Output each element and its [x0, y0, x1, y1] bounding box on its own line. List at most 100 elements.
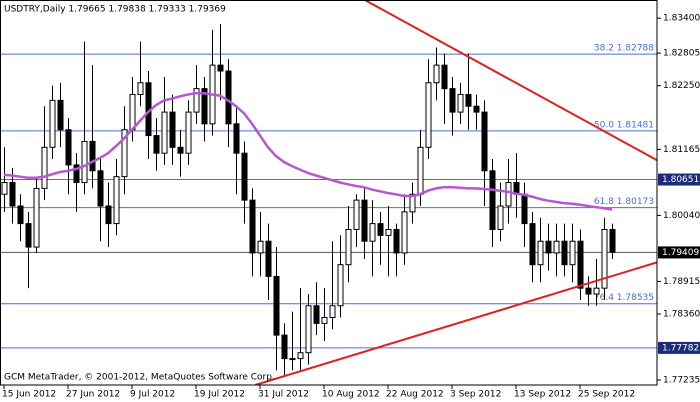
fibo-label: 38.2 1.82788 — [594, 44, 654, 54]
candle-body — [393, 228, 400, 254]
y-tick-label: 1.78915 — [663, 277, 700, 287]
trendline — [364, 0, 657, 162]
candle-body — [473, 105, 480, 113]
candle-body — [297, 352, 304, 360]
candle-body — [489, 170, 496, 230]
candle-body — [545, 240, 552, 254]
candle-body — [369, 223, 376, 242]
y-tick-label: 1.78360 — [663, 309, 700, 319]
y-tick-label: 1.81165 — [663, 145, 700, 155]
candle-body — [65, 129, 72, 166]
candle-body — [129, 93, 136, 131]
candle-body — [257, 240, 264, 254]
chart-title: USDTRY,Daily 1.79665 1.79838 1.79333 1.7… — [4, 5, 226, 15]
price-box — [658, 341, 700, 354]
candle-body — [121, 129, 128, 178]
candle-body — [417, 146, 424, 195]
fibo-label: 76.4 1.78535 — [594, 293, 654, 303]
y-tick-label: 1.77235 — [663, 376, 700, 386]
candle-body — [449, 88, 456, 113]
x-tick-label: 13 Sep 2012 — [514, 390, 571, 400]
candle-body — [81, 140, 88, 184]
y-tick-label: 1.80040 — [663, 211, 700, 221]
candle-body — [9, 182, 16, 207]
candle-body — [161, 111, 168, 154]
candle-body — [289, 358, 296, 361]
candle-body — [337, 264, 344, 307]
x-tick-label: 25 Sep 2012 — [578, 390, 635, 400]
candle-body — [585, 287, 592, 295]
candle-body — [249, 199, 256, 254]
candle-body — [233, 123, 240, 154]
candle-body — [313, 305, 320, 324]
y-tick-label: 1.83400 — [663, 14, 700, 24]
fibo-label: 50.0 1.81481 — [594, 120, 654, 130]
x-tick-label: 10 Aug 2012 — [322, 390, 380, 400]
candle-body — [609, 228, 616, 253]
candle-body — [505, 182, 512, 207]
candle-body — [401, 211, 408, 254]
candle-body — [433, 64, 440, 84]
candle-body — [113, 176, 120, 225]
price-box — [658, 246, 700, 259]
moving-average — [3, 92, 613, 211]
candle-body — [529, 223, 536, 266]
candle-body — [97, 170, 104, 207]
price-box — [658, 173, 700, 186]
candle-body — [561, 240, 568, 266]
candle-body — [201, 88, 208, 125]
x-tick-label: 19 Jul 2012 — [194, 390, 245, 400]
candle-body — [217, 64, 224, 72]
candle-body — [537, 240, 544, 266]
candle-body — [137, 82, 144, 95]
candle-body — [345, 228, 352, 266]
candle-body — [41, 146, 48, 189]
candle-body — [73, 164, 80, 184]
candle-body — [241, 152, 248, 201]
candle-body — [353, 199, 360, 230]
candle-body — [329, 305, 336, 319]
candle-body — [105, 205, 112, 225]
candle-body — [593, 287, 600, 295]
candle-body — [225, 70, 232, 125]
candle-body — [569, 240, 576, 266]
candle-body — [361, 199, 368, 242]
candle-body — [193, 88, 200, 113]
candle-body — [1, 182, 8, 195]
candle-body — [321, 317, 328, 324]
candle-body — [465, 93, 472, 107]
candle-body — [57, 99, 64, 131]
candle-body — [17, 205, 24, 225]
candle-body — [33, 187, 40, 248]
candle-body — [169, 111, 176, 148]
candle-body — [457, 93, 464, 113]
candle-body — [25, 223, 32, 248]
y-tick-label: 1.82805 — [663, 49, 700, 59]
x-tick-label: 3 Sep 2012 — [450, 390, 501, 400]
candle-body — [409, 193, 416, 213]
candle-body — [577, 240, 584, 289]
candle-body — [385, 228, 392, 236]
candle-body — [185, 111, 192, 154]
price-box-label: 1.77782 — [662, 343, 699, 353]
candle-body — [49, 99, 56, 148]
x-tick-label: 9 Jul 2012 — [130, 390, 175, 400]
candle-body — [273, 275, 280, 336]
copyright: GCM MetaTrader, © 2001-2012, MetaQuotes … — [4, 373, 275, 383]
candle-body — [265, 240, 272, 277]
candle-body — [305, 305, 312, 354]
candle-body — [481, 111, 488, 172]
plot-frame — [0, 0, 658, 386]
x-tick-label: 27 Jun 2012 — [66, 390, 120, 400]
candle-body — [553, 240, 560, 254]
candle-body — [281, 334, 288, 360]
trendline — [254, 261, 657, 385]
candle-body — [153, 135, 160, 154]
candle-body — [177, 146, 184, 154]
candle-body — [377, 223, 384, 236]
candle-body — [89, 140, 96, 172]
price-box-label: 1.80651 — [662, 175, 699, 185]
x-tick-label: 22 Aug 2012 — [386, 390, 444, 400]
fibo-label: 61.8 1.80173 — [594, 197, 654, 207]
